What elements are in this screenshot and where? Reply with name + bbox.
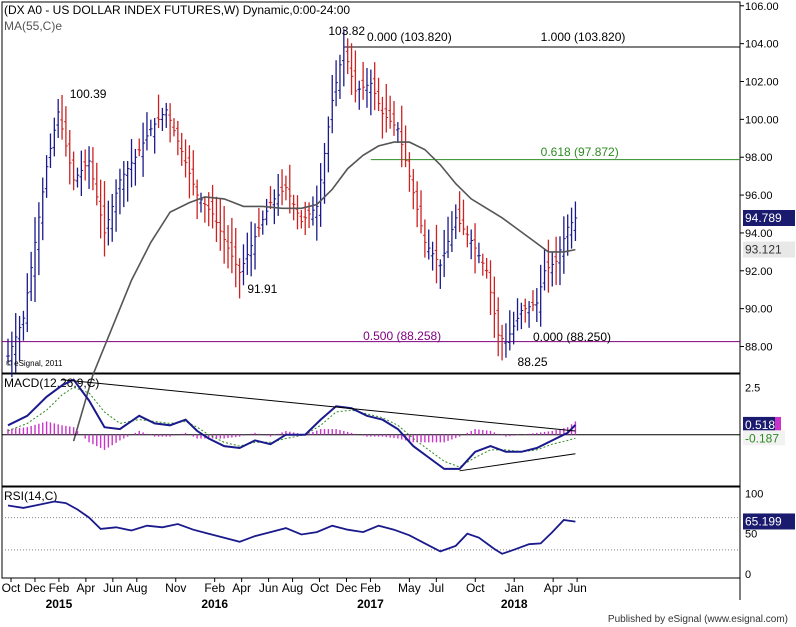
x-year-label: 2015: [46, 597, 73, 611]
rsi-tick-label: 0: [745, 569, 751, 581]
x-month-label: Apr: [544, 581, 563, 595]
price-tick-label: 106.00: [745, 1, 779, 13]
x-month-label: Aug: [126, 581, 147, 595]
price-tick-label: 92.00: [745, 266, 773, 278]
rsi-value-label: 65.199: [745, 514, 782, 528]
macd-trendline: [61, 379, 576, 432]
ma-value-label: 93.121: [745, 243, 782, 257]
pane-frame-rsi: [1, 486, 741, 579]
macd-histogram-flag: [775, 416, 781, 432]
fib-618-label: 0.618 (97.872): [541, 145, 619, 159]
x-month-label: May: [398, 581, 421, 595]
x-month-label: Jul: [429, 581, 444, 595]
x-month-label: Oct: [310, 581, 329, 595]
peak-2015-label: 100.39: [70, 87, 107, 101]
x-month-label: Aug: [282, 581, 303, 595]
macd-signal-flag: [743, 430, 785, 446]
x-year-label: 2016: [201, 597, 228, 611]
low-value-label: 88.25: [518, 355, 548, 369]
macd-line: [7, 378, 577, 470]
chart-title: (DX A0 - US DOLLAR INDEX FUTURES,W) Dyna…: [4, 3, 350, 17]
esignal-watermark: © eSignal, 2011: [6, 359, 63, 368]
x-month-label: Feb: [204, 581, 225, 595]
high-value-label: 103.82: [328, 24, 365, 38]
x-month-label: Dec: [336, 581, 357, 595]
fib-500-label: 0.500 (88.258): [363, 329, 441, 343]
macd-value-flag: [743, 416, 775, 432]
publisher-footer: Published by eSignal (www.esignal.com): [607, 614, 788, 625]
x-month-label: Nov: [165, 581, 186, 595]
x-year-label: 2018: [501, 597, 528, 611]
x-month-label: Feb: [49, 581, 70, 595]
macd-trendline: [459, 453, 576, 472]
macd-value-label: 0.518: [745, 418, 775, 432]
last-price-flag: [743, 209, 795, 226]
pane-frame-macd: [1, 373, 741, 487]
x-month-label: Oct: [466, 581, 485, 595]
price-tick-label: 104.00: [745, 39, 779, 51]
ma-label: MA(55,C)e: [4, 19, 62, 33]
price-tick-label: 90.00: [745, 304, 773, 316]
rsi-tick-label: 100: [745, 488, 763, 500]
price-tick-label: 94.00: [745, 228, 773, 240]
price-tick-label: 102.00: [745, 77, 779, 89]
x-month-label: Feb: [360, 581, 381, 595]
ma-value-flag: [743, 241, 795, 258]
macd-label: MACD(12,26,9,C): [4, 376, 99, 390]
price-tick-label: 98.00: [745, 152, 773, 164]
x-month-label: Jun: [259, 581, 278, 595]
x-month-label: Jun: [103, 581, 122, 595]
x-month-label: Oct: [2, 581, 21, 595]
macd-tick-label: 2.5: [745, 382, 760, 394]
macd-signal-label: -0.187: [745, 431, 779, 445]
x-month-label: Apr: [77, 581, 96, 595]
x-month-label: Jan: [505, 581, 524, 595]
rsi-label: RSI(14,C): [4, 489, 57, 503]
fib-one-label: 1.000 (103.820): [541, 30, 626, 44]
last-price-value: 94.789: [745, 211, 782, 225]
price-tick-label: 96.00: [745, 190, 773, 202]
trough-2016-label: 91.91: [247, 282, 277, 296]
x-month-label: Dec: [24, 581, 45, 595]
moving-average-line: [72, 141, 576, 442]
rsi-tick-label: 50: [745, 529, 757, 541]
rsi-value-flag: [743, 513, 795, 530]
price-tick-label: 88.00: [745, 342, 773, 354]
x-month-label: Apr: [232, 581, 251, 595]
x-month-label: Jun: [567, 581, 586, 595]
price-tick-label: 100.00: [745, 114, 779, 126]
pane-frame-price: [1, 1, 741, 374]
x-year-label: 2017: [357, 597, 384, 611]
fib-zero-high-label: 0.000 (103.820): [367, 30, 452, 44]
rsi-line: [7, 500, 576, 555]
fib-zero-low-label: 0.000 (88.250): [533, 330, 611, 344]
